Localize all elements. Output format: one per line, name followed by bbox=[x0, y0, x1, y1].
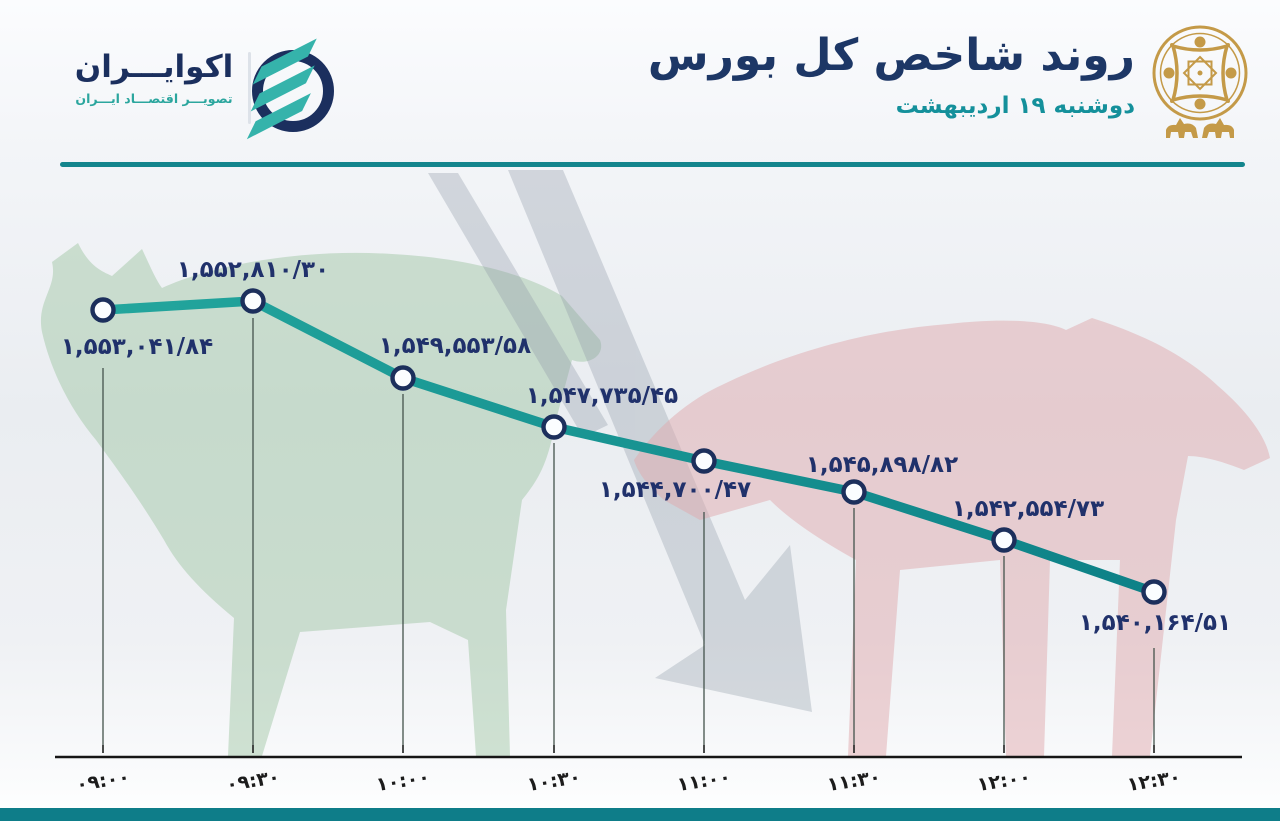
data-point-marker bbox=[841, 479, 867, 505]
data-point-marker bbox=[541, 414, 567, 440]
tse-emblem-icon bbox=[1152, 25, 1248, 138]
logo-divider bbox=[248, 52, 251, 124]
data-point-marker bbox=[240, 288, 266, 314]
data-point-marker bbox=[991, 527, 1017, 553]
ecoiran-tagline: تصویـــر اقتصـــاد ایـــران bbox=[75, 91, 233, 107]
ecoiran-wordmark: اکوایـــران bbox=[74, 49, 234, 85]
page-title: روند شاخص کل بورس bbox=[647, 30, 1135, 81]
data-point-marker bbox=[390, 365, 416, 391]
data-point-marker bbox=[691, 448, 717, 474]
ecoiran-logo: اکوایـــران تصویـــر اقتصـــاد ایـــران bbox=[68, 50, 240, 106]
footer-accent-bar bbox=[0, 808, 1280, 821]
data-point-marker bbox=[1141, 579, 1167, 605]
date-label: دوشنبه ۱۹ اردیبهشت bbox=[895, 93, 1135, 119]
bear-silhouette-icon bbox=[634, 318, 1270, 756]
header-divider-line bbox=[60, 162, 1245, 167]
ecoiran-logo-icon bbox=[246, 38, 334, 140]
index-trend-line bbox=[98, 296, 1159, 597]
data-point-marker bbox=[90, 297, 116, 323]
bull-silhouette-icon bbox=[40, 243, 602, 756]
header-titles: روند شاخص کل بورس دوشنبه ۱۹ اردیبهشت bbox=[648, 28, 1135, 119]
